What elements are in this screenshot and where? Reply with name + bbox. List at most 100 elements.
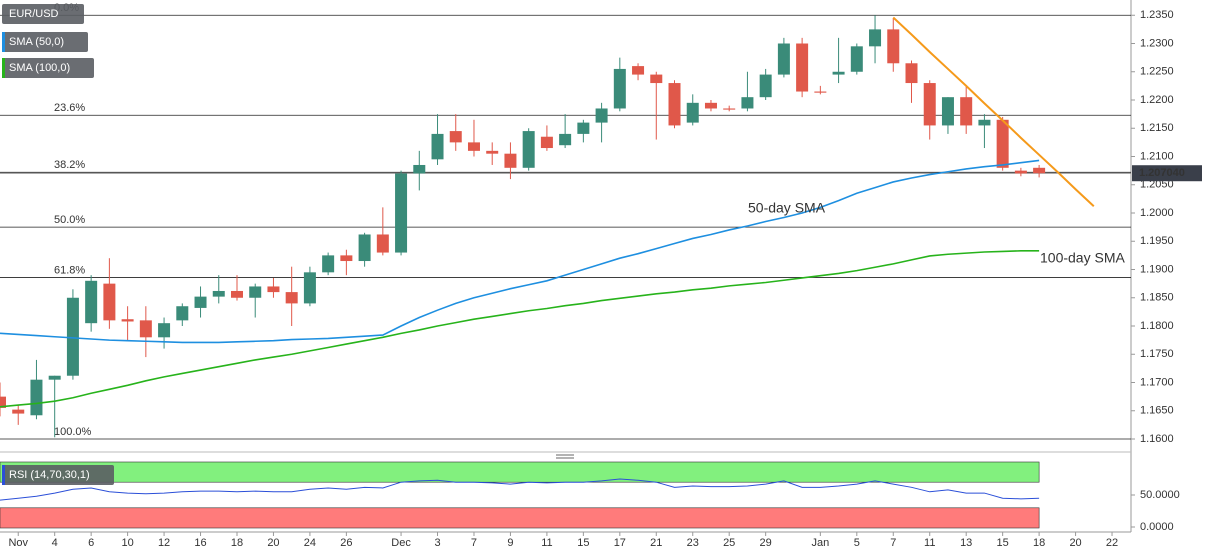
overlay-line — [892, 16, 1095, 207]
x-tick-label: 5 — [854, 537, 860, 549]
y-tick-label: 1.1800 — [1140, 320, 1174, 332]
legend-swatch — [2, 32, 5, 52]
candle-body — [194, 296, 207, 308]
candle-body — [48, 375, 61, 380]
candle-body — [777, 43, 790, 75]
x-tick-label: Nov — [8, 537, 28, 549]
candle-body — [832, 71, 845, 75]
fib-label: 38.2% — [54, 159, 85, 171]
candle-body — [850, 46, 863, 72]
candle-body — [285, 292, 298, 304]
candle-body — [303, 272, 316, 304]
y-tick-label: 1.2150 — [1140, 122, 1174, 134]
x-tick-label: 15 — [997, 537, 1009, 549]
candle-body — [723, 108, 736, 110]
y-tick-label: 1.2300 — [1140, 37, 1174, 49]
candle-body — [486, 150, 499, 154]
candle-body — [85, 280, 98, 324]
legend-item: SMA (100,0) — [2, 58, 94, 78]
fib-label: 23.6% — [54, 102, 85, 114]
y-tick-label: 1.1600 — [1140, 433, 1174, 445]
candle-body — [941, 97, 954, 126]
x-tick-label: 11 — [924, 537, 935, 549]
y-tick-label: 1.1950 — [1140, 235, 1174, 247]
y-tick-label: 1.1700 — [1140, 376, 1174, 388]
x-tick-label: 18 — [1033, 537, 1045, 549]
x-tick-label: 7 — [471, 537, 477, 549]
rsi-oversold-zone — [0, 507, 1040, 529]
x-tick-label: 24 — [304, 537, 316, 549]
x-tick-label: 18 — [231, 537, 243, 549]
x-tick-label: 4 — [52, 537, 58, 549]
candle-body — [12, 409, 25, 414]
candle-body — [540, 136, 553, 149]
x-tick-label: 16 — [194, 537, 206, 549]
candle-body — [413, 164, 426, 174]
x-tick-label: 11 — [541, 537, 552, 549]
splitter-hit[interactable] — [553, 452, 577, 460]
x-tick-label: 25 — [723, 537, 735, 549]
x-tick-label: 22 — [1106, 537, 1118, 549]
x-tick-label: 20 — [1069, 537, 1081, 549]
legend-label: SMA (50,0) — [9, 36, 64, 48]
candle-body — [66, 297, 79, 376]
candle-body — [212, 290, 225, 297]
x-tick-label: 13 — [960, 537, 972, 549]
candle-body — [467, 142, 480, 151]
candle-body — [650, 74, 663, 84]
x-tick-label: 23 — [687, 537, 699, 549]
candle-body — [249, 286, 262, 298]
y-tick-label: 1.2350 — [1140, 9, 1174, 21]
fib-label: 100.0% — [54, 426, 92, 438]
rsi-y-tick-label: 50.0000 — [1140, 489, 1180, 501]
candle-body — [522, 131, 535, 168]
candle-body — [759, 74, 772, 98]
candle-body — [686, 102, 699, 123]
last-price-label: 1.207040 — [1139, 167, 1185, 179]
candle-body — [559, 133, 572, 146]
candle-body — [978, 119, 991, 126]
rsi-overbought-zone — [0, 461, 1040, 483]
candle-body — [176, 306, 189, 321]
candle-body — [158, 323, 171, 338]
candle-body — [613, 68, 626, 109]
candle-body — [103, 283, 116, 321]
x-tick-label: 7 — [890, 537, 896, 549]
legend-label: RSI (14,70,30,1) — [9, 469, 90, 481]
candle-body — [814, 91, 827, 93]
y-tick-label: 1.1900 — [1140, 263, 1174, 275]
overlay-line — [0, 159, 1040, 344]
x-tick-label: 17 — [614, 537, 626, 549]
candle-body — [996, 119, 1009, 168]
legend-label: SMA (100,0) — [9, 62, 70, 74]
x-tick-label: 15 — [577, 537, 589, 549]
y-tick-label: 1.2050 — [1140, 179, 1174, 191]
legend-box — [2, 4, 84, 24]
candle-body — [230, 290, 243, 298]
candle-body — [30, 379, 43, 416]
candle-body — [704, 102, 717, 109]
x-tick-label: 26 — [340, 537, 352, 549]
x-tick-label: Dec — [391, 537, 411, 549]
candle-body — [1033, 167, 1046, 174]
candle-body — [923, 83, 936, 126]
sma-annotation: 100-day SMA — [1040, 250, 1125, 266]
y-tick-label: 1.2000 — [1140, 207, 1174, 219]
candle-body — [395, 173, 408, 253]
x-tick-label: 29 — [760, 537, 772, 549]
splitter-handle[interactable] — [553, 452, 577, 460]
candle-body — [267, 286, 280, 293]
sma-annotation: 50-day SMA — [748, 200, 826, 216]
legend-label: EUR/USD — [9, 8, 59, 20]
y-tick-label: 1.1750 — [1140, 348, 1174, 360]
candle-body — [121, 319, 134, 322]
x-tick-label: 6 — [88, 537, 94, 549]
candle-body — [139, 320, 152, 338]
x-tick-label: 9 — [507, 537, 513, 549]
candle-body — [340, 255, 353, 262]
candle-body — [796, 43, 809, 92]
legend-item: EUR/USD — [2, 4, 84, 24]
candle-body — [668, 83, 681, 126]
candle-body — [322, 255, 335, 273]
